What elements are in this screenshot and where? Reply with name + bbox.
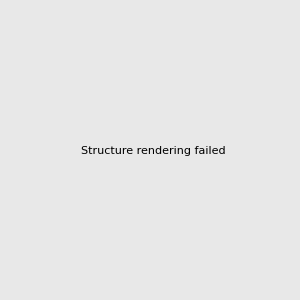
Text: Structure rendering failed: Structure rendering failed bbox=[81, 146, 226, 157]
